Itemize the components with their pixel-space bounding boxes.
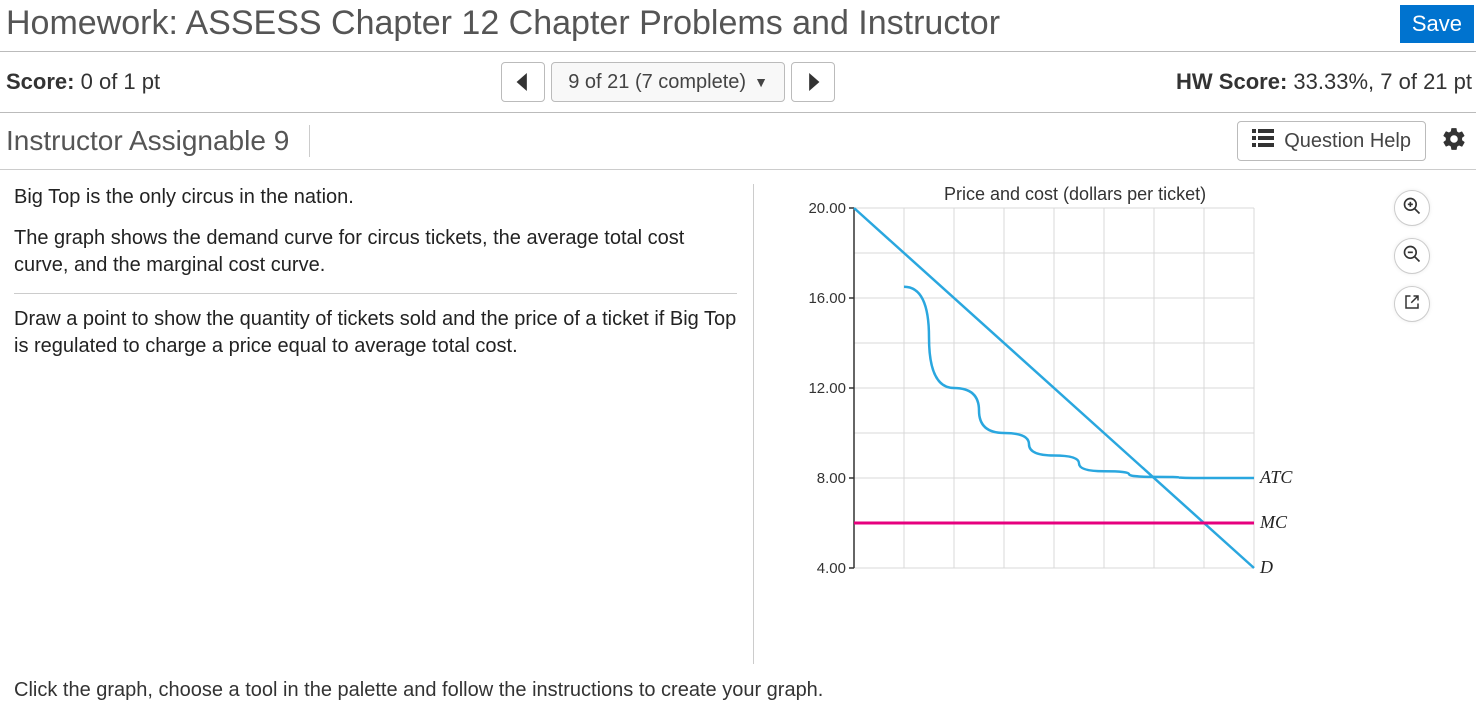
svg-text:D: D xyxy=(1259,557,1273,577)
question-selector-dropdown[interactable]: 9 of 21 (7 complete) ▼ xyxy=(551,62,785,102)
gear-icon xyxy=(1441,126,1467,157)
svg-text:20.00: 20.00 xyxy=(808,200,846,217)
problem-paragraph-3: Draw a point to show the quantity of tic… xyxy=(14,306,737,360)
zoom-in-button[interactable] xyxy=(1394,190,1430,226)
prev-question-button[interactable] xyxy=(501,62,545,102)
svg-text:4.00: 4.00 xyxy=(817,560,846,577)
question-help-button[interactable]: Question Help xyxy=(1237,121,1426,161)
page-header: Homework: ASSESS Chapter 12 Chapter Prob… xyxy=(0,0,1476,52)
popout-icon xyxy=(1403,293,1421,316)
chart-title: Price and cost (dollars per ticket) xyxy=(944,184,1206,205)
svg-text:12.00: 12.00 xyxy=(808,380,846,397)
chart-toolbar xyxy=(1394,190,1430,322)
hw-score-value: 33.33%, 7 of 21 pt xyxy=(1293,69,1472,94)
chart-canvas[interactable]: 4.00 8.00 12.00 16.00 20.00 ATC MC D xyxy=(784,184,1344,584)
paragraph-divider xyxy=(14,293,737,294)
score-value: 0 of 1 pt xyxy=(81,69,161,94)
footer-hint: Click the graph, choose a tool in the pa… xyxy=(14,679,823,702)
popout-button[interactable] xyxy=(1394,286,1430,322)
page-title: Homework: ASSESS Chapter 12 Chapter Prob… xyxy=(6,4,1000,43)
problem-paragraph-2: The graph shows the demand curve for cir… xyxy=(14,225,737,279)
chevron-down-icon: ▼ xyxy=(754,74,768,90)
hw-score: HW Score: 33.33%, 7 of 21 pt xyxy=(1176,69,1472,95)
content-area: Big Top is the only circus in the nation… xyxy=(0,170,1476,664)
question-bar: Instructor Assignable 9 Question Help xyxy=(0,113,1476,170)
score-bar: Score: 0 of 1 pt 9 of 21 (7 complete) ▼ … xyxy=(0,52,1476,113)
save-button[interactable]: Save xyxy=(1400,5,1474,43)
score-prefix: Score: xyxy=(6,69,74,94)
svg-text:16.00: 16.00 xyxy=(808,290,846,307)
list-icon xyxy=(1252,129,1274,153)
svg-text:ATC: ATC xyxy=(1259,467,1293,487)
score-left: Score: 0 of 1 pt xyxy=(6,69,160,95)
hw-score-prefix: HW Score: xyxy=(1176,69,1287,94)
problem-paragraph-1: Big Top is the only circus in the nation… xyxy=(14,184,737,211)
problem-text-panel: Big Top is the only circus in the nation… xyxy=(14,184,754,664)
zoom-out-button[interactable] xyxy=(1394,238,1430,274)
question-nav-label: 9 of 21 (7 complete) xyxy=(568,71,746,94)
svg-text:MC: MC xyxy=(1259,512,1288,532)
question-help-label: Question Help xyxy=(1284,130,1411,153)
next-question-button[interactable] xyxy=(791,62,835,102)
question-title: Instructor Assignable 9 xyxy=(6,125,310,157)
graph-panel: Price and cost (dollars per ticket) 4.00… xyxy=(754,184,1470,664)
svg-text:8.00: 8.00 xyxy=(817,470,846,487)
settings-button[interactable] xyxy=(1436,121,1472,161)
zoom-out-icon xyxy=(1402,244,1422,269)
zoom-in-icon xyxy=(1402,196,1422,221)
question-nav: 9 of 21 (7 complete) ▼ xyxy=(501,62,835,102)
